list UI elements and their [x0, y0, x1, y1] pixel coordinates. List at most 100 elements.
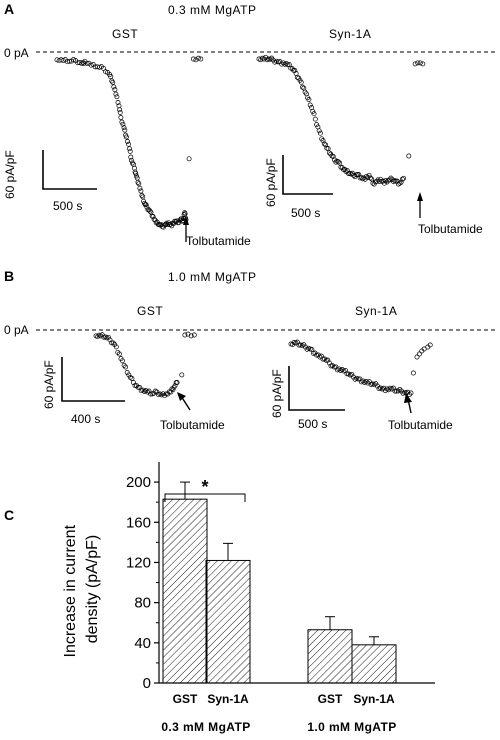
significance-marker: *: [201, 477, 208, 497]
trace-point: [126, 141, 131, 147]
trace-point: [306, 97, 312, 102]
trace-point: [121, 125, 127, 131]
panel-a-scalebar-1-y-label: 60 pA/pF: [3, 150, 17, 199]
outlier-point: [410, 370, 416, 376]
trace-point: [374, 178, 380, 184]
outlier-point: [406, 153, 412, 159]
trace-point: [140, 387, 146, 393]
trace-point: [392, 388, 398, 394]
trace-point: [367, 175, 373, 181]
trace-point: [137, 185, 143, 191]
trace-point: [381, 385, 387, 391]
trace-point: [322, 356, 328, 362]
panel-b-scalebar-2-y-label: 60 pA/pF: [270, 369, 284, 418]
trace-point: [110, 340, 116, 346]
trace-point: [398, 179, 404, 185]
trace-point: [98, 333, 104, 339]
trace-point: [280, 60, 286, 66]
recovery-point: [414, 354, 420, 360]
trace-point: [115, 100, 121, 105]
trace-point: [361, 175, 367, 181]
trace-point: [366, 172, 372, 178]
y-tick-label: 160: [126, 514, 151, 531]
trace-point: [312, 116, 318, 122]
y-tick-label: 80: [134, 595, 151, 612]
trace-point: [356, 172, 362, 178]
trace-point: [124, 370, 130, 375]
trace-point: [397, 180, 403, 186]
recovery-point: [416, 351, 422, 357]
trace-point: [111, 84, 117, 90]
trace-point: [123, 364, 129, 370]
trace-point: [120, 358, 125, 364]
trace-point: [311, 111, 317, 117]
trace-point: [331, 364, 337, 370]
y-tick-label: 200: [126, 474, 151, 491]
x-category-label: Syn-1A: [207, 692, 249, 706]
trace-point: [289, 66, 295, 72]
trace-point: [123, 134, 129, 140]
trace-point: [325, 146, 331, 152]
panel-a-arrow-1: [183, 216, 189, 242]
panel-b-trace-1: [93, 331, 197, 399]
trace-point: [320, 138, 326, 143]
trace-point: [317, 130, 323, 136]
panel-a-trace-1: [54, 55, 204, 230]
trace-point: [336, 366, 342, 372]
trace-point: [166, 389, 172, 395]
panel-a-scalebar-1: [42, 150, 97, 190]
trace-point: [120, 121, 126, 127]
trace-point: [328, 363, 334, 369]
recovery-point: [427, 342, 433, 348]
trace-point: [110, 79, 116, 85]
recovery-point: [417, 60, 423, 66]
trace-point: [135, 384, 141, 390]
trace-point: [366, 379, 372, 385]
trace-point: [399, 176, 405, 182]
trace-point: [321, 141, 327, 147]
trace-point: [386, 387, 392, 393]
panel-b-trace-1-title: GST: [137, 304, 163, 318]
trace-point: [119, 119, 125, 125]
trace-point: [320, 356, 326, 362]
trace-point: [292, 67, 298, 73]
bar-chart: 0 40 80 120 160 200 GST Syn-1A GST Syn-1A 0.3 mM M…: [126, 462, 435, 734]
trace-point: [307, 102, 313, 108]
x-category-label: GST: [318, 692, 343, 706]
x-category-label: GST: [173, 692, 198, 706]
panel-b-trace-2-title: Syn-1A: [355, 304, 397, 318]
trace-point: [84, 60, 90, 66]
trace-point: [325, 357, 331, 363]
panel-b-condition: 1.0 mM MgATP: [168, 270, 256, 284]
trace-point: [267, 56, 273, 62]
trace-point: [133, 170, 139, 176]
trace-point: [150, 214, 156, 220]
trace-point: [388, 175, 394, 181]
significance-bracket: [164, 493, 246, 502]
recovery-point: [191, 332, 197, 338]
x-category-label: Syn-1A: [353, 692, 395, 706]
x-group-label: 0.3 mM MgATP: [161, 720, 250, 734]
panel-b-scalebar-1-x-label: 400 s: [71, 412, 100, 426]
trace-point: [300, 84, 305, 90]
trace-point: [323, 142, 329, 148]
trace-point: [326, 150, 332, 156]
trace-point: [140, 194, 146, 200]
trace-point: [128, 154, 134, 160]
trace-point: [88, 62, 94, 68]
y-tick-label: 0: [143, 675, 151, 692]
trace-point: [348, 171, 354, 177]
trace-point: [339, 367, 345, 372]
y-axis-label-line-2: density (pA/pF): [84, 535, 101, 643]
trace-point: [66, 58, 72, 64]
y-tick-label: 120: [126, 554, 151, 571]
trace-point: [143, 388, 149, 394]
trace-point: [316, 128, 322, 134]
trace-point: [360, 176, 366, 182]
trace-point: [121, 362, 127, 368]
trace-point: [382, 388, 388, 394]
trace-point: [355, 376, 361, 382]
trace-point: [117, 107, 123, 113]
trace-point: [397, 386, 403, 392]
bar: [205, 559, 251, 684]
